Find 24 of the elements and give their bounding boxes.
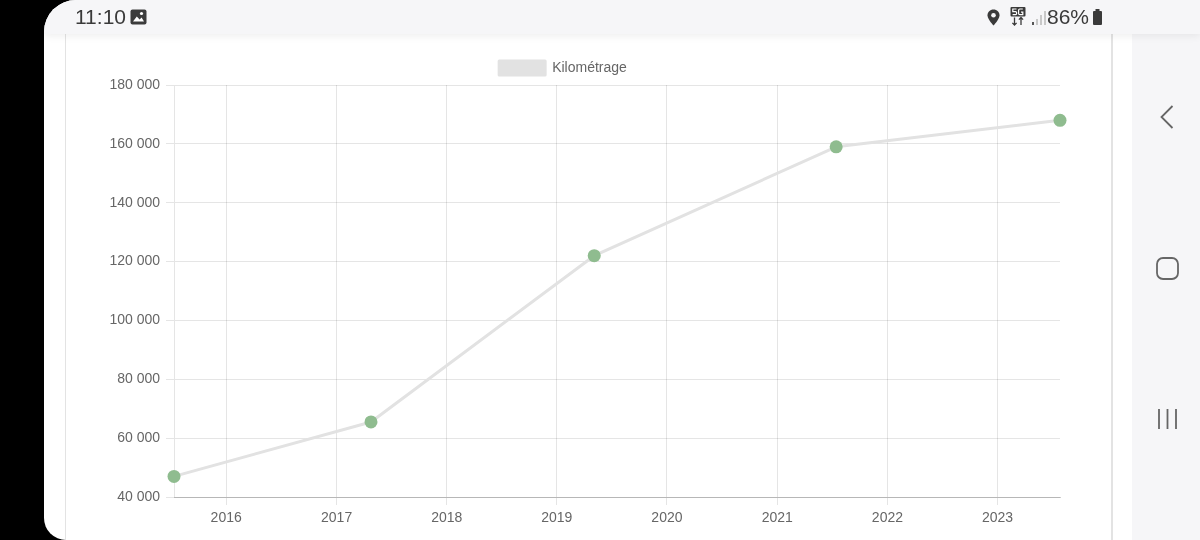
y-tick-label: 80 000 — [117, 370, 161, 387]
text: 11:10 — [75, 5, 126, 29]
y-tick-label: 60 000 — [117, 429, 161, 445]
x-tick-label: 2017 — [321, 509, 353, 526]
y-tick-label: 140 000 — [109, 193, 161, 210]
point — [167, 469, 181, 483]
x-tick-label: 2022 — [871, 509, 904, 526]
point — [829, 140, 843, 154]
y-tick-label: 180 000 — [109, 75, 161, 92]
legend-label: Kilométrage — [552, 58, 628, 75]
y-tick-label: 160 000 — [109, 134, 161, 151]
point — [587, 249, 601, 263]
x-tick-label: 2016 — [210, 509, 242, 526]
x-tick-label: 2019 — [541, 509, 573, 526]
y-tick-label: 100 000 — [109, 311, 161, 328]
y-tick-label: 120 000 — [109, 252, 161, 269]
x-tick-label: 2020 — [651, 509, 683, 526]
point — [1053, 113, 1067, 127]
x-tick-label: 2021 — [761, 509, 794, 526]
y-tick-label: 40 000 — [117, 487, 161, 504]
text: 86% — [1046, 5, 1089, 29]
x-tick-label: 2023 — [981, 509, 1014, 526]
point — [364, 415, 378, 429]
x-tick-label: 2018 — [431, 509, 463, 526]
